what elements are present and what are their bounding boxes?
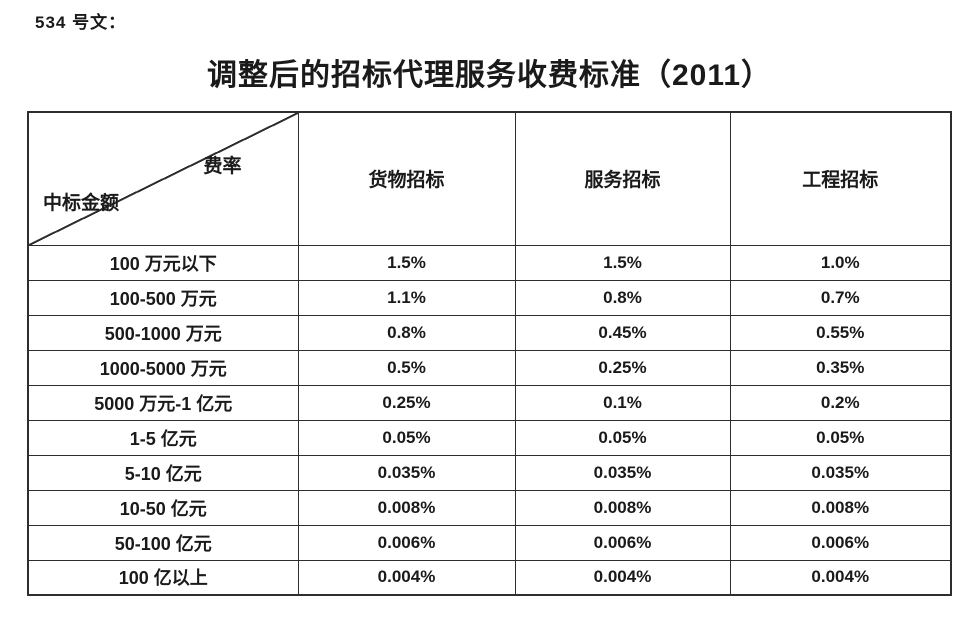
row-label-cell: 5000 万元-1 亿元 xyxy=(27,384,299,421)
rate-cell: 0.006% xyxy=(514,524,731,561)
rate-cell: 1.1% xyxy=(297,279,516,316)
table-row: 50-100 亿元 0.006% 0.006% 0.006% xyxy=(27,524,952,561)
row-label-cell: 50-100 亿元 xyxy=(27,524,299,561)
rate-cell: 0.008% xyxy=(297,489,516,526)
rate-cell: 0.035% xyxy=(729,454,952,491)
table-row: 1-5 亿元 0.05% 0.05% 0.05% xyxy=(27,419,952,456)
row-label-cell: 1-5 亿元 xyxy=(27,419,299,456)
rate-cell: 0.006% xyxy=(297,524,516,561)
rate-cell: 0.8% xyxy=(297,314,516,351)
column-header-services: 服务招标 xyxy=(514,111,731,246)
rate-cell: 0.7% xyxy=(729,279,952,316)
rate-cell: 0.004% xyxy=(297,559,516,596)
rate-cell: 0.8% xyxy=(514,279,731,316)
table-row: 1000-5000 万元 0.5% 0.25% 0.35% xyxy=(27,349,952,386)
rate-cell: 0.05% xyxy=(729,419,952,456)
rate-cell: 0.05% xyxy=(514,419,731,456)
rate-cell: 1.5% xyxy=(297,244,516,281)
rate-cell: 0.25% xyxy=(514,349,731,386)
table-row: 100-500 万元 1.1% 0.8% 0.7% xyxy=(27,279,952,316)
rate-cell: 0.008% xyxy=(514,489,731,526)
table-row: 5-10 亿元 0.035% 0.035% 0.035% xyxy=(27,454,952,491)
document-number-label: 534 号文： xyxy=(35,13,127,32)
rate-cell: 0.05% xyxy=(297,419,516,456)
rate-cell: 0.035% xyxy=(297,454,516,491)
rate-cell: 1.5% xyxy=(514,244,731,281)
rate-cell: 0.004% xyxy=(729,559,952,596)
table-row: 100 亿以上 0.004% 0.004% 0.004% xyxy=(27,559,952,596)
column-header-goods: 货物招标 xyxy=(297,111,516,246)
rate-cell: 0.008% xyxy=(729,489,952,526)
rate-cell: 0.25% xyxy=(297,384,516,421)
row-label-cell: 100 亿以上 xyxy=(27,559,299,596)
corner-label-fee-rate: 费率 xyxy=(203,156,242,177)
corner-label-bid-amount: 中标金额 xyxy=(43,192,120,214)
table-row: 100 万元以下 1.5% 1.5% 1.0% xyxy=(27,244,952,281)
table-row: 5000 万元-1 亿元 0.25% 0.1% 0.2% xyxy=(27,384,952,421)
rate-cell: 0.45% xyxy=(514,314,731,351)
diagonal-corner-cell: 费率 中标金额 xyxy=(27,111,299,246)
rate-cell: 0.035% xyxy=(514,454,731,491)
rate-cell: 0.5% xyxy=(297,349,516,386)
rate-cell: 0.006% xyxy=(729,524,952,561)
rate-cell: 0.2% xyxy=(729,384,952,421)
row-label-cell: 500-1000 万元 xyxy=(27,314,299,351)
column-header-engineering: 工程招标 xyxy=(729,111,952,246)
rate-cell: 1.0% xyxy=(729,244,952,281)
row-label-cell: 100 万元以下 xyxy=(27,244,299,281)
row-label-cell: 5-10 亿元 xyxy=(27,454,299,491)
page-title: 调整后的招标代理服务收费标准（2011） xyxy=(206,59,773,92)
rate-cell: 0.35% xyxy=(729,349,952,386)
rate-cell: 0.55% xyxy=(729,314,952,351)
rate-cell: 0.004% xyxy=(514,559,731,596)
table-row: 500-1000 万元 0.8% 0.45% 0.55% xyxy=(27,314,952,351)
row-label-cell: 10-50 亿元 xyxy=(27,489,299,526)
row-label-cell: 1000-5000 万元 xyxy=(27,349,299,386)
row-label-cell: 100-500 万元 xyxy=(27,279,299,316)
table-row: 10-50 亿元 0.008% 0.008% 0.008% xyxy=(27,489,952,526)
rate-cell: 0.1% xyxy=(514,384,731,421)
table-header-row: 费率 中标金额 货物招标 服务招标 工程招标 xyxy=(27,111,952,246)
fee-rate-table: 费率 中标金额 货物招标 服务招标 工程招标 100 万元以下 1.5% 1.5… xyxy=(27,111,952,596)
